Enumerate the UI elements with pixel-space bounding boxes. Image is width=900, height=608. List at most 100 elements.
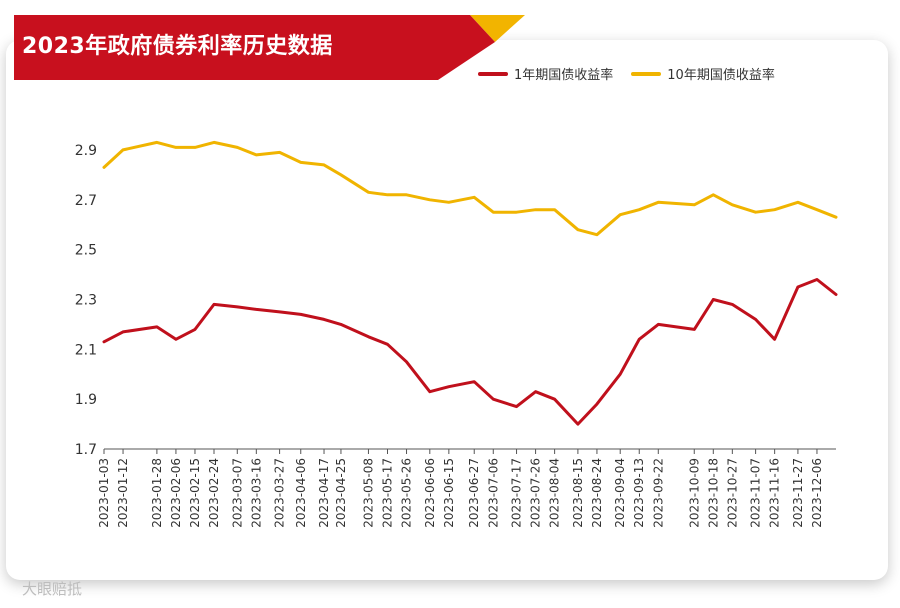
data-point-10y: [515, 211, 518, 214]
data-point-1y: [731, 303, 734, 306]
series-line-1y: [102, 278, 838, 426]
x-tick-label: 2023-09-13: [632, 458, 646, 528]
data-point-10y: [638, 208, 641, 211]
legend-label-10y: 10年期国债收益率: [667, 68, 775, 83]
data-point-10y: [155, 141, 159, 144]
data-point-10y: [754, 211, 757, 214]
data-point-1y: [278, 310, 281, 314]
legend: 1年期国债收益率 10年期国债收益率: [478, 64, 775, 83]
data-point-1y: [619, 373, 622, 376]
data-point-1y: [367, 335, 370, 339]
chart-title: 2023年政府债券利率历史数据: [22, 34, 333, 59]
x-tick-label: 2023-04-17: [317, 458, 331, 528]
data-point-1y: [796, 285, 800, 289]
data-point-10y: [693, 203, 696, 206]
data-point-10y: [367, 191, 370, 194]
series-layer: [102, 140, 838, 426]
data-point-1y: [834, 293, 838, 296]
data-point-10y: [386, 193, 389, 196]
data-point-10y: [657, 201, 660, 204]
data-point-10y: [595, 233, 599, 236]
data-point-10y: [773, 208, 776, 211]
banner-red: [14, 15, 495, 80]
x-tick-label: 2023-10-18: [706, 458, 720, 528]
y-tick-label: 2.3: [75, 292, 97, 308]
y-tick-label: 2.1: [75, 342, 97, 358]
data-point-1y: [595, 402, 599, 406]
data-point-1y: [712, 298, 715, 301]
data-point-1y: [102, 340, 106, 344]
data-point-10y: [473, 196, 476, 199]
y-tick-label: 2.9: [75, 143, 97, 159]
x-tick-label: 2023-11-16: [768, 458, 782, 528]
y-tick-label: 1.9: [75, 392, 97, 408]
x-tick-label: 2023-03-07: [230, 458, 244, 528]
data-point-10y: [834, 216, 838, 219]
y-tick-label: 1.7: [75, 442, 97, 458]
data-point-1y: [492, 397, 495, 401]
data-point-10y: [193, 146, 197, 149]
data-point-10y: [236, 146, 239, 149]
data-point-1y: [155, 325, 159, 329]
x-tick-label: 2023-01-03: [97, 458, 111, 528]
x-tick-label: 2023-02-06: [169, 458, 183, 528]
data-point-10y: [447, 201, 451, 204]
x-tick-label: 2023-10-27: [725, 458, 739, 528]
data-point-1y: [773, 338, 776, 341]
x-tick-label: 2023-05-17: [380, 458, 394, 528]
data-point-10y: [255, 153, 258, 157]
data-point-10y: [322, 163, 326, 167]
data-point-10y: [278, 151, 281, 154]
data-point-1y: [255, 308, 258, 311]
data-point-1y: [339, 323, 343, 326]
data-point-1y: [174, 338, 178, 341]
data-point-10y: [712, 193, 715, 196]
data-point-10y: [405, 193, 408, 196]
x-axis: 2023-01-03 2023-01-12 2023-01-28 2023-02-06…: [97, 448, 836, 528]
x-tick-label: 2023-06-06: [423, 458, 437, 528]
x-tick-label: 2023-09-22: [651, 458, 665, 528]
x-tick-label: 2023-07-26: [529, 458, 543, 528]
data-point-1y: [212, 303, 216, 306]
data-point-10y: [174, 146, 178, 149]
x-tick-label: 2023-06-27: [467, 458, 481, 528]
legend-swatch-10y: [631, 71, 662, 76]
legend-swatch-1y: [478, 71, 508, 76]
data-point-1y: [754, 318, 757, 321]
title-banner: [14, 15, 525, 80]
y-tick-label: 2.5: [75, 243, 97, 259]
data-point-10y: [339, 173, 343, 177]
x-tick-label: 2023-08-15: [571, 458, 585, 528]
y-tick-label: 2.7: [75, 193, 97, 209]
data-point-1y: [236, 305, 239, 309]
data-point-10y: [553, 208, 556, 211]
x-tick-label: 2023-09-04: [613, 458, 627, 528]
data-point-1y: [657, 323, 660, 326]
data-point-1y: [553, 397, 556, 401]
x-tick-label: 2023-01-28: [150, 458, 164, 528]
data-point-10y: [815, 208, 819, 211]
x-tick-label: 2023-10-09: [687, 458, 701, 528]
x-tick-label: 2023-06-15: [442, 458, 456, 528]
x-tick-label: 2023-11-27: [791, 458, 805, 528]
data-point-1y: [386, 343, 389, 346]
data-point-1y: [193, 328, 197, 331]
data-point-1y: [322, 318, 326, 321]
x-tick-label: 2023-08-04: [548, 458, 562, 528]
x-tick-label: 2023-07-06: [486, 458, 500, 528]
data-point-10y: [492, 211, 495, 214]
data-point-10y: [619, 213, 622, 216]
x-tick-label: 2023-03-16: [249, 458, 263, 528]
data-point-1y: [405, 360, 408, 363]
data-point-1y: [121, 330, 125, 334]
legend-item-1y: 1年期国债收益率: [478, 64, 613, 83]
data-point-1y: [515, 405, 518, 408]
data-point-10y: [212, 141, 216, 144]
x-tick-label: 2023-08-24: [590, 458, 604, 528]
x-tick-label: 2023-02-15: [188, 458, 202, 528]
data-point-10y: [731, 203, 734, 206]
data-point-10y: [299, 161, 302, 164]
data-point-1y: [815, 278, 819, 281]
data-point-1y: [534, 390, 537, 393]
